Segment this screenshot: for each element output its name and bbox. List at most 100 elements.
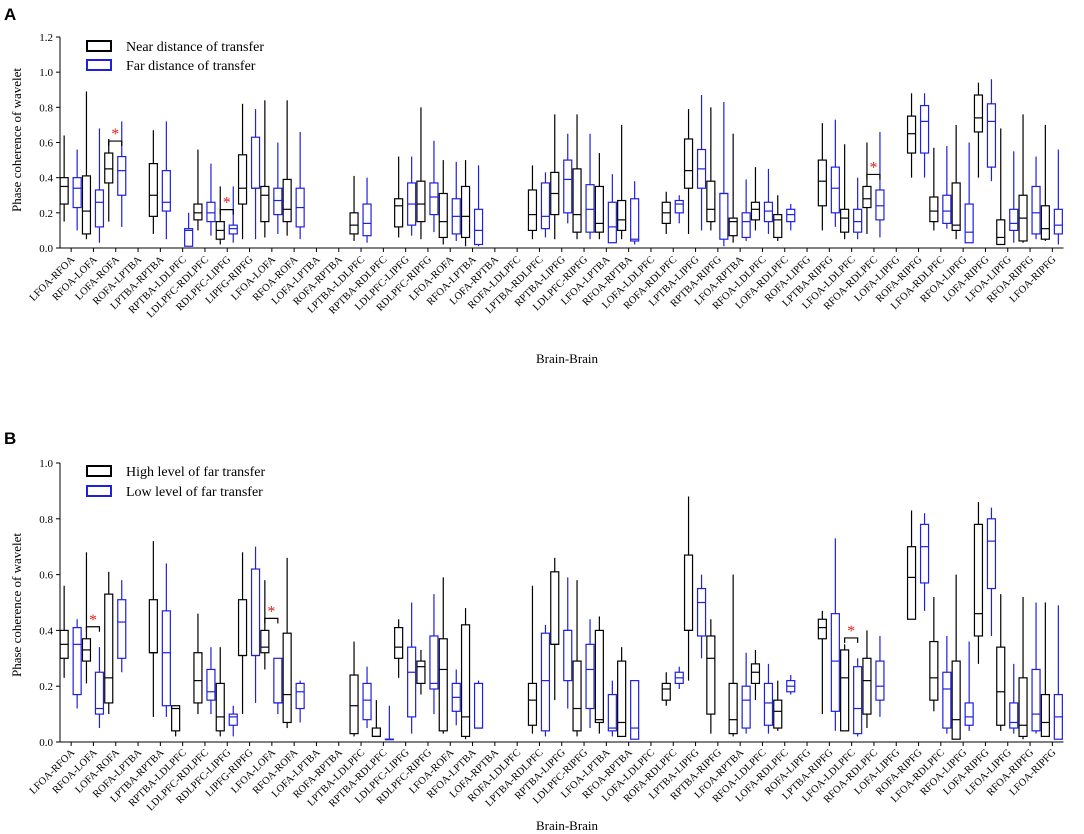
box-plot bbox=[117, 580, 127, 673]
box-plot bbox=[862, 630, 872, 729]
box-plot bbox=[416, 107, 426, 240]
box bbox=[617, 660, 627, 738]
box-plot bbox=[527, 165, 538, 240]
box-plot bbox=[1018, 114, 1028, 243]
box-plot bbox=[117, 121, 127, 227]
box bbox=[862, 657, 872, 715]
box-plot bbox=[237, 103, 248, 240]
box bbox=[996, 646, 1006, 726]
box-plot bbox=[273, 142, 283, 234]
box-plot bbox=[830, 538, 840, 731]
box-plot bbox=[282, 100, 292, 236]
box-plot bbox=[741, 652, 751, 734]
box-plot bbox=[1031, 156, 1041, 240]
significance-star: * bbox=[869, 159, 877, 176]
box bbox=[763, 201, 774, 223]
box bbox=[607, 693, 617, 732]
box-plot bbox=[585, 133, 595, 240]
box-plot bbox=[585, 619, 595, 729]
box bbox=[728, 682, 738, 735]
box bbox=[429, 182, 439, 216]
box bbox=[228, 224, 238, 235]
box-plot bbox=[906, 93, 917, 178]
box bbox=[540, 632, 551, 732]
y-tick-label: 0.4 bbox=[39, 173, 53, 185]
box bbox=[59, 177, 69, 205]
box bbox=[416, 660, 426, 685]
box bbox=[853, 666, 863, 735]
box-plot bbox=[840, 644, 850, 732]
box bbox=[763, 682, 774, 726]
box-plot bbox=[572, 580, 582, 737]
box bbox=[527, 682, 538, 726]
box bbox=[986, 518, 997, 590]
y-tick-label: 1.2 bbox=[39, 32, 53, 44]
box-plot bbox=[184, 212, 194, 247]
box-plot bbox=[986, 79, 997, 182]
legend-swatch-low bbox=[86, 485, 112, 497]
box bbox=[630, 680, 640, 740]
box-plot bbox=[104, 138, 114, 222]
box-plot bbox=[550, 114, 560, 240]
box-plot bbox=[617, 647, 627, 738]
significance-star: * bbox=[111, 126, 119, 143]
box bbox=[929, 196, 939, 223]
panel-b-label: B bbox=[4, 429, 16, 448]
box bbox=[161, 170, 171, 212]
box-plot bbox=[661, 672, 671, 706]
box bbox=[661, 682, 671, 701]
y-tick-label: 0.0 bbox=[39, 243, 53, 255]
box-plot bbox=[773, 195, 783, 241]
box bbox=[349, 212, 359, 235]
box bbox=[184, 228, 194, 247]
box bbox=[371, 727, 381, 738]
panel-a-legend: Near distance of transfer Far distance o… bbox=[86, 40, 264, 74]
significance-marker: * bbox=[866, 159, 881, 180]
box bbox=[1040, 205, 1050, 240]
panel-b-x-axis-label: Brain-Brain bbox=[536, 818, 599, 833]
significance-bracket bbox=[264, 617, 279, 624]
significance-bracket bbox=[844, 637, 859, 643]
y-tick-label: 0.4 bbox=[39, 625, 53, 637]
box bbox=[72, 627, 82, 696]
box bbox=[438, 638, 448, 732]
box-plot bbox=[906, 510, 917, 620]
box-plot bbox=[563, 133, 573, 224]
box-plot bbox=[919, 513, 930, 611]
box-plot bbox=[1018, 596, 1028, 740]
box bbox=[362, 682, 372, 721]
box-plot bbox=[94, 128, 105, 243]
box-plot bbox=[193, 613, 203, 715]
box-plot bbox=[1009, 151, 1019, 243]
box-plot bbox=[215, 186, 225, 245]
box bbox=[830, 613, 840, 712]
box-plot bbox=[394, 156, 404, 238]
box-plot bbox=[964, 641, 974, 731]
box bbox=[473, 682, 484, 729]
box-plot bbox=[661, 191, 671, 234]
box bbox=[273, 187, 283, 216]
box bbox=[438, 192, 448, 239]
box bbox=[741, 685, 751, 729]
box-plot bbox=[228, 186, 238, 243]
box bbox=[706, 180, 716, 223]
box bbox=[161, 610, 171, 707]
box-plot bbox=[728, 574, 738, 737]
box-plot bbox=[607, 680, 617, 737]
box-plot bbox=[630, 181, 640, 245]
box bbox=[683, 554, 694, 632]
box bbox=[117, 599, 127, 659]
box-plot bbox=[683, 109, 694, 234]
box-plot bbox=[563, 577, 573, 709]
box-plot bbox=[996, 594, 1006, 731]
box-plot bbox=[148, 130, 158, 234]
box bbox=[295, 682, 305, 710]
box-plot bbox=[1053, 605, 1063, 740]
box-plot bbox=[416, 649, 426, 695]
box bbox=[148, 163, 158, 217]
box bbox=[237, 154, 248, 205]
significance-marker: * bbox=[219, 195, 234, 215]
box bbox=[728, 217, 738, 237]
box bbox=[996, 219, 1006, 246]
